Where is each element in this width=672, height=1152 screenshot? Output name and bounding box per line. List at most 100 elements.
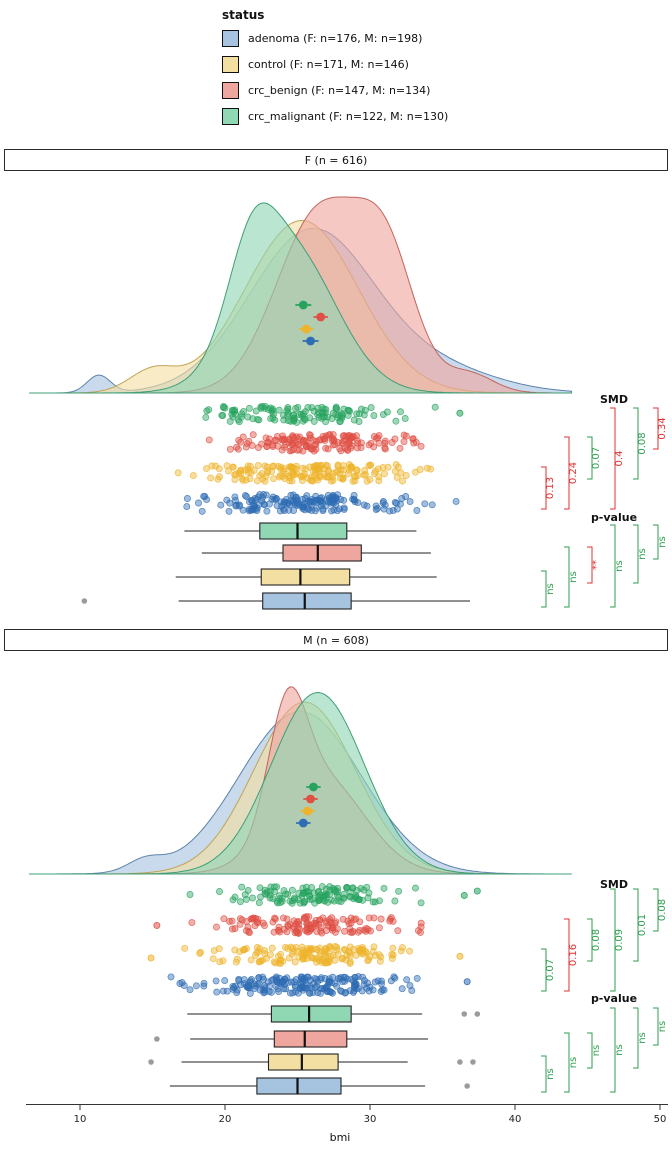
boxplot-outlier-point [148,1059,154,1065]
smd-value-label: 0.08 [637,432,648,454]
smd-value-label: 0.4 [614,451,625,467]
boxplot-adenoma [81,592,471,610]
smd-header: SMD [600,878,628,891]
jitter-strip-crc_benign [205,431,425,455]
smd-bracket [653,407,659,450]
jitter-strip-crc_benign [153,913,425,937]
p-value-bracket [633,524,639,584]
legend-label-crc-benign: crc_benign (F: n=147, M: n=134) [248,84,431,97]
p-value-value-label: ns [568,571,579,583]
mean-point-crc_malignant [298,300,308,310]
boxplot-crc_malignant [184,522,417,540]
boxplot-crc_malignant [187,1005,481,1023]
x-axis-tick-label: 10 [74,1114,87,1125]
x-axis-tick-label: 50 [654,1114,667,1125]
p-value-bracket [610,524,616,608]
p-value-value-label: ns [657,536,668,548]
smd-value-label: 0.08 [657,899,668,921]
mean-point-crc_malignant [309,782,318,792]
smd-value-label: 0.13 [545,477,556,499]
x-axis-tick-label: 20 [219,1114,232,1125]
legend-item-crc-benign: crc_benign (F: n=147, M: n=134) [222,82,448,99]
jitter-strip-adenoma [183,491,460,515]
boxplot-crc_benign [201,544,431,562]
p-value-value-label: ** [591,560,602,570]
boxplot-crc_benign [154,1030,428,1048]
x-axis: 10 20 30 40 50 bmi [26,1104,668,1144]
boxplot-control [175,568,437,586]
p-value-value-label: ns [545,1068,556,1080]
smd-value-label: 0.07 [591,447,602,469]
crc-benign-swatch-icon [222,82,239,99]
p-value-value-label: ns [545,583,556,595]
boxplot-outlier-point [470,1059,476,1065]
boxplot-outlier-point [457,1059,463,1065]
smd-bracket [541,948,547,992]
p-value-bracket [633,1007,639,1069]
p-value-header: p-value [591,992,637,1005]
boxplot-outlier-point [464,1083,470,1089]
mean-point-adenoma [298,818,308,828]
legend-label-adenoma: adenoma (F: n=176, M: n=198) [248,32,423,45]
smd-bracket [633,888,639,962]
p-value-value-label: ns [591,1045,602,1057]
p-value-bracket [587,1032,593,1069]
density-crc_malignant [29,691,572,875]
smd-bracket [587,436,593,480]
jitter-strip-control [174,461,435,485]
p-value-bracket [564,546,570,608]
mean-point-control [303,806,313,816]
p-value-bracket [541,1055,547,1093]
adenoma-swatch-icon [222,30,239,47]
boxplot-outlier-point [81,598,88,604]
p-value-bracket [610,1007,616,1093]
smd-bracket [610,407,616,510]
smd-header: SMD [600,393,628,406]
smd-value-label: 0.08 [591,929,602,951]
p-value-value-label: ns [657,1021,668,1033]
crc-malignant-swatch-icon [222,108,239,125]
p-value-value-label: ns [637,548,648,560]
smd-value-label: 0.09 [614,929,625,951]
control-swatch-icon [222,56,239,73]
mean-point-crc_benign [306,794,315,804]
jitter-strip-adenoma [167,973,471,997]
density-crc_malignant [29,202,572,394]
smd-value-label: 0.24 [568,462,579,484]
facet-strip-male: M (n = 608) [4,629,668,651]
p-value-bracket [653,524,659,560]
smd-bracket [587,918,593,962]
boxplot-control [148,1053,476,1071]
p-value-header: p-value [591,511,637,524]
legend-item-crc-malignant: crc_malignant (F: n=122, M: n=130) [222,108,448,125]
p-value-bracket [564,1032,570,1093]
smd-bracket [541,466,547,510]
facet-title-female: F (n = 616) [304,153,368,167]
boxplot-adenoma [169,1077,470,1095]
legend: status adenoma (F: n=176, M: n=198) cont… [222,8,448,134]
p-value-value-label: ns [637,1032,648,1044]
mean-point-control [301,324,311,334]
p-value-value-label: ns [614,1044,625,1056]
smd-bracket [653,888,659,932]
p-value-bracket [587,546,593,584]
smd-value-label: 0.34 [657,417,668,439]
facet-strip-female: F (n = 616) [4,149,668,171]
x-axis-title: bmi [330,1131,351,1144]
smd-value-label: 0.01 [637,914,648,936]
legend-label-control: control (F: n=171, M: n=146) [248,58,409,71]
facet-title-male: M (n = 608) [303,633,369,647]
jitter-strip-control [147,943,464,967]
p-value-value-label: ns [568,1057,579,1069]
boxplot-outlier-point [461,1011,468,1017]
smd-value-label: 0.07 [545,959,556,981]
boxplot-outlier-point [474,1011,481,1017]
smd-bracket [610,888,616,992]
smd-bracket [633,407,639,480]
smd-value-label: 0.16 [568,944,579,966]
legend-item-control: control (F: n=171, M: n=146) [222,56,448,73]
